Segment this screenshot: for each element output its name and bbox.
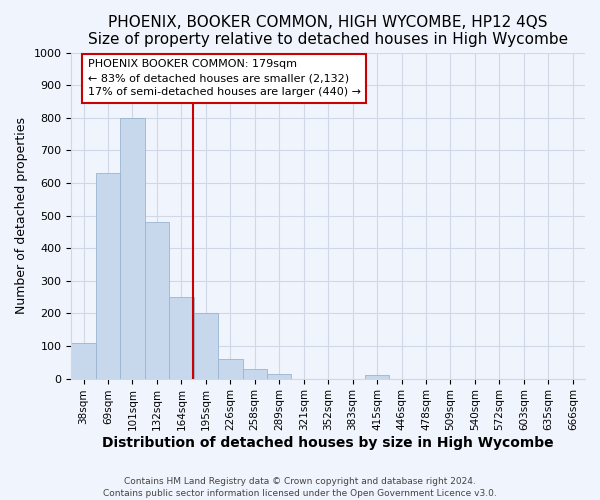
Bar bbox=[242, 369, 267, 378]
Bar bbox=[169, 297, 194, 378]
Bar bbox=[218, 359, 242, 378]
Bar bbox=[194, 314, 218, 378]
Bar bbox=[120, 118, 145, 378]
Text: Contains HM Land Registry data © Crown copyright and database right 2024.
Contai: Contains HM Land Registry data © Crown c… bbox=[103, 476, 497, 498]
Y-axis label: Number of detached properties: Number of detached properties bbox=[15, 117, 28, 314]
Bar bbox=[365, 376, 389, 378]
Bar bbox=[145, 222, 169, 378]
Bar bbox=[96, 174, 120, 378]
X-axis label: Distribution of detached houses by size in High Wycombe: Distribution of detached houses by size … bbox=[103, 436, 554, 450]
Bar bbox=[267, 374, 292, 378]
Title: PHOENIX, BOOKER COMMON, HIGH WYCOMBE, HP12 4QS
Size of property relative to deta: PHOENIX, BOOKER COMMON, HIGH WYCOMBE, HP… bbox=[88, 15, 568, 48]
Text: PHOENIX BOOKER COMMON: 179sqm
← 83% of detached houses are smaller (2,132)
17% o: PHOENIX BOOKER COMMON: 179sqm ← 83% of d… bbox=[88, 60, 361, 98]
Bar bbox=[71, 343, 96, 378]
